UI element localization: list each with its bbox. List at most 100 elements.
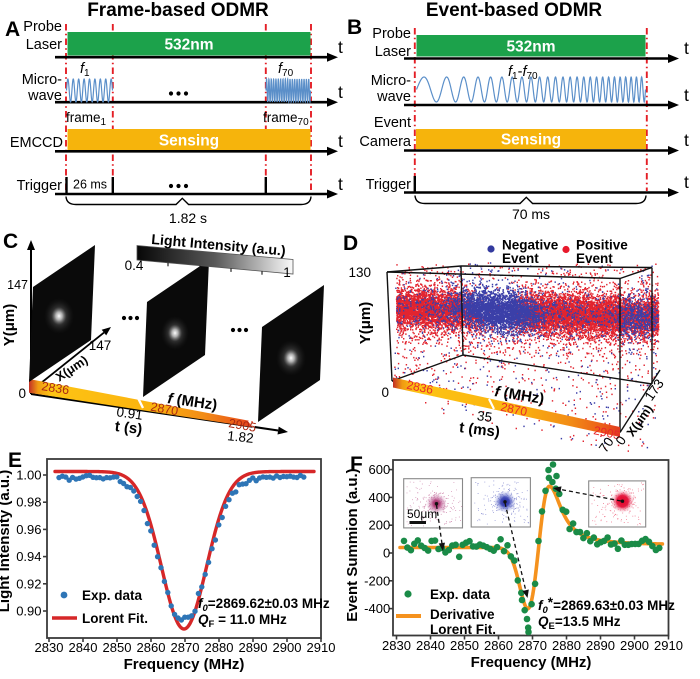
- svg-text:0.98: 0.98: [16, 495, 41, 510]
- svg-text:f1: f1: [80, 61, 90, 79]
- svg-text:wave: wave: [27, 88, 62, 104]
- svg-text:35: 35: [476, 408, 493, 425]
- svg-text:2830: 2830: [382, 638, 411, 653]
- svg-text:2910: 2910: [307, 640, 336, 655]
- svg-text:Sensing: Sensing: [159, 133, 219, 150]
- svg-text:Probe: Probe: [372, 26, 411, 42]
- svg-text:t: t: [684, 85, 689, 105]
- svg-text:Event: Event: [374, 115, 411, 131]
- svg-text:Lorent Fit.: Lorent Fit.: [430, 622, 496, 637]
- svg-text:70: 70: [596, 434, 617, 455]
- svg-text:0.92: 0.92: [16, 576, 41, 591]
- svg-text:t: t: [338, 131, 343, 151]
- svg-text:A: A: [5, 18, 20, 41]
- svg-text:0.91: 0.91: [116, 404, 144, 423]
- svg-text:QF = 11.0 MHz: QF = 11.0 MHz: [198, 612, 287, 630]
- svg-text:2836: 2836: [41, 379, 71, 397]
- svg-text:frame1: frame1: [66, 110, 107, 128]
- svg-text:2870: 2870: [518, 638, 547, 653]
- svg-text:Frequency (MHz): Frequency (MHz): [124, 656, 245, 673]
- svg-text:130: 130: [348, 265, 371, 280]
- svg-text:E: E: [8, 449, 22, 472]
- svg-text:Frame-based ODMR: Frame-based ODMR: [87, 0, 269, 21]
- svg-text:t: t: [338, 37, 343, 57]
- svg-text:f0*=2869.63±0.03 MHz: f0*=2869.63±0.03 MHz: [538, 595, 675, 616]
- svg-text:Sensing: Sensing: [501, 132, 561, 149]
- svg-text:0.4: 0.4: [125, 258, 144, 273]
- svg-text:2836: 2836: [405, 378, 434, 397]
- svg-text:0: 0: [381, 385, 389, 400]
- svg-text:f (MHz): f (MHz): [166, 390, 218, 414]
- svg-text:Event: Event: [576, 251, 613, 266]
- svg-text:2840: 2840: [69, 640, 98, 655]
- svg-text:Positive: Positive: [576, 238, 628, 253]
- svg-text:26 ms: 26 ms: [73, 178, 107, 192]
- svg-text:2890: 2890: [239, 640, 268, 655]
- svg-text:t: t: [338, 82, 343, 102]
- svg-text:Frequency (MHz): Frequency (MHz): [471, 654, 592, 671]
- svg-text:Exp. data: Exp. data: [430, 587, 491, 602]
- svg-text:2890: 2890: [586, 638, 615, 653]
- svg-text:Y(μm): Y(μm): [357, 302, 374, 345]
- svg-text:Micro-: Micro-: [22, 72, 62, 88]
- svg-text:t: t: [338, 174, 343, 194]
- svg-text:QE=13.5 MHz: QE=13.5 MHz: [538, 614, 621, 632]
- svg-text:0: 0: [383, 546, 390, 561]
- svg-text:Laser: Laser: [375, 44, 411, 60]
- svg-text:wave: wave: [376, 89, 411, 105]
- svg-text:2905: 2905: [592, 423, 621, 442]
- svg-text:2860: 2860: [484, 638, 513, 653]
- svg-text:1.00: 1.00: [16, 468, 41, 483]
- svg-text:2900: 2900: [273, 640, 302, 655]
- svg-text:2830: 2830: [35, 640, 64, 655]
- svg-text:B: B: [347, 16, 362, 39]
- svg-text:f1-f70: f1-f70: [508, 64, 538, 82]
- svg-text:532nm: 532nm: [164, 37, 213, 54]
- svg-text:2860: 2860: [137, 640, 166, 655]
- svg-text:F: F: [350, 453, 363, 476]
- svg-text:t (s): t (s): [114, 418, 143, 438]
- svg-text:2870: 2870: [149, 400, 179, 419]
- svg-text:Probe: Probe: [23, 19, 62, 35]
- svg-text:2880: 2880: [552, 638, 581, 653]
- svg-text:-200: -200: [364, 573, 390, 588]
- svg-text:Y(μm): Y(μm): [1, 304, 18, 347]
- svg-text:f0=2869.62±0.03 MHz: f0=2869.62±0.03 MHz: [198, 596, 330, 614]
- svg-text:532nm: 532nm: [506, 39, 555, 56]
- svg-text:Event Summion (a.u.): Event Summion (a.u.): [344, 468, 361, 621]
- svg-text:400: 400: [368, 490, 390, 505]
- svg-text:200: 200: [368, 518, 390, 533]
- svg-text:t: t: [684, 172, 689, 192]
- svg-text:Trigger: Trigger: [17, 178, 63, 194]
- svg-text:2870: 2870: [499, 400, 528, 419]
- svg-text:-400: -400: [364, 601, 390, 616]
- svg-text:Laser: Laser: [26, 37, 62, 53]
- svg-text:2870: 2870: [171, 640, 200, 655]
- svg-text:0.96: 0.96: [16, 522, 41, 537]
- svg-text:t: t: [684, 130, 689, 150]
- svg-text:2850: 2850: [103, 640, 132, 655]
- svg-text:2910: 2910: [654, 638, 683, 653]
- svg-text:t (ms): t (ms): [458, 419, 501, 441]
- svg-text:Event: Event: [502, 251, 539, 266]
- svg-text:147: 147: [89, 338, 112, 353]
- svg-text:1: 1: [283, 265, 291, 280]
- svg-text:2905: 2905: [227, 416, 257, 435]
- svg-text:0.90: 0.90: [16, 604, 41, 619]
- svg-text:2850: 2850: [450, 638, 479, 653]
- svg-text:1.82 s: 1.82 s: [169, 210, 207, 226]
- svg-text:Light Intensity (a.u.): Light Intensity (a.u.): [0, 470, 13, 613]
- svg-text:C: C: [3, 230, 18, 253]
- svg-text:2880: 2880: [205, 640, 234, 655]
- svg-text:Exp. data: Exp. data: [82, 588, 143, 603]
- svg-text:Trigger: Trigger: [366, 177, 412, 193]
- svg-text:147: 147: [7, 278, 28, 292]
- svg-text:2840: 2840: [416, 638, 445, 653]
- svg-text:0: 0: [18, 386, 26, 401]
- svg-text:t: t: [684, 38, 689, 58]
- svg-text:Lorent Fit.: Lorent Fit.: [82, 611, 148, 626]
- svg-text:Event-based ODMR: Event-based ODMR: [426, 0, 603, 21]
- svg-text:1.82: 1.82: [227, 428, 255, 446]
- svg-text:Micro-: Micro-: [371, 73, 411, 89]
- svg-text:Negative: Negative: [502, 238, 559, 253]
